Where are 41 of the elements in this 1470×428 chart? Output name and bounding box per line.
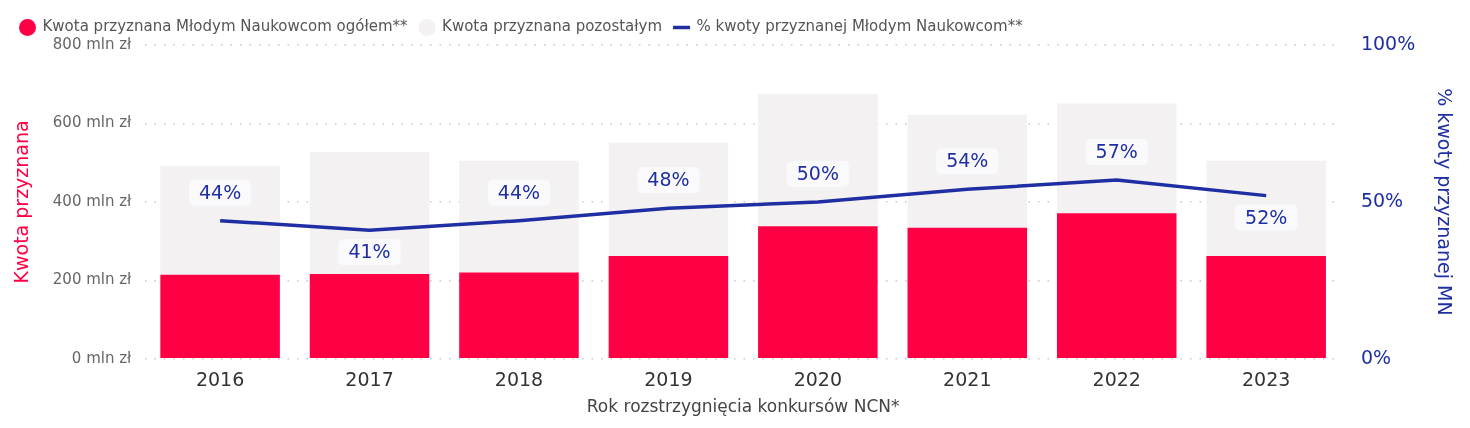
y-tick-label: 0 mln zł: [71, 348, 133, 367]
x-tick-label: 2022: [1092, 368, 1141, 391]
y2-tick-label: 0%: [1360, 345, 1392, 368]
bar: [608, 256, 729, 359]
y2-tick-label: 50%: [1360, 188, 1404, 211]
bar: [1206, 256, 1326, 359]
x-tick-label: 2021: [943, 368, 992, 391]
legend-label: Kwota przyznana pozostałym: [442, 17, 663, 36]
bar: [1056, 213, 1177, 359]
data-label: 48%: [647, 168, 690, 191]
x-axis-title: Rok rozstrzygnięcia konkursów NCN*: [586, 396, 900, 417]
data-label: 54%: [946, 149, 989, 172]
bar: [309, 152, 430, 275]
y-tick-label: 800 mln zł: [52, 34, 133, 53]
legend-label: Kwota przyznana Młodym Naukowcom ogółem**: [42, 17, 409, 36]
x-tick-label: 2019: [644, 368, 693, 391]
y-tick-label: 600 mln zł: [52, 113, 133, 132]
data-label: 52%: [1245, 205, 1288, 228]
bar: [309, 274, 430, 359]
x-tick-label: 2020: [793, 368, 843, 391]
data-label: 41%: [348, 240, 391, 263]
x-tick-label: 2017: [345, 368, 394, 391]
y2-tick-label: 100%: [1360, 31, 1416, 54]
y-tick-label: 400 mln zł: [52, 191, 133, 210]
bar: [160, 165, 280, 275]
bar: [907, 227, 1028, 359]
bar: [758, 226, 878, 359]
data-label: 44%: [198, 180, 242, 203]
x-tick-label: 2023: [1241, 368, 1291, 391]
data-label: 57%: [1095, 139, 1138, 162]
bar: [459, 272, 579, 359]
bar: [160, 274, 280, 359]
data-label: 44%: [497, 180, 541, 203]
legend-label: % kwoty przyznanej Młodym Naukowcom**: [696, 17, 1024, 36]
x-tick-label: 2016: [195, 368, 245, 391]
y-tick-label: 200 mln zł: [52, 270, 133, 289]
y-axis-title: Kwota przyznana: [10, 120, 33, 284]
x-tick-label: 2018: [494, 368, 544, 391]
bar: [758, 93, 878, 227]
y2-axis-title: % kwoty przyznanej MN: [1433, 88, 1456, 316]
data-label: 50%: [796, 161, 839, 184]
